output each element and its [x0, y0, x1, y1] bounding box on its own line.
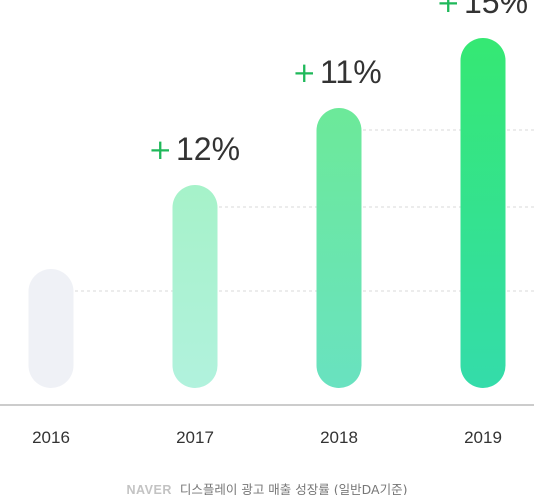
growth-label-2017: 12%: [176, 131, 240, 167]
bar-2017: [172, 185, 218, 388]
x-tick-label-2018: 2018: [320, 428, 358, 447]
bars: [28, 38, 506, 388]
growth-label-2019: 15%: [464, 0, 528, 20]
caption-text: 디스플레이 광고 매출 성장률 (일반DA기준): [179, 482, 408, 495]
x-tick-label-2016: 2016: [32, 428, 70, 447]
plus-icon: +: [149, 133, 172, 166]
plus-icon: +: [437, 0, 460, 19]
plus-icon: +: [293, 56, 316, 89]
x-tick-label-2017: 2017: [176, 428, 214, 447]
naver-logo: NAVER: [126, 483, 172, 495]
chart-caption: NAVER 디스플레이 광고 매출 성장률 (일반DA기준): [0, 479, 534, 495]
bar-2016: [28, 269, 74, 388]
labels: 2016 2017 + 12% 2018 + 11% 2019 + 15%: [32, 0, 528, 447]
bar-2018: [316, 108, 362, 388]
x-tick-label-2019: 2019: [464, 428, 502, 447]
bar-2019: [460, 38, 506, 388]
growth-label-2018: 11%: [320, 54, 382, 90]
